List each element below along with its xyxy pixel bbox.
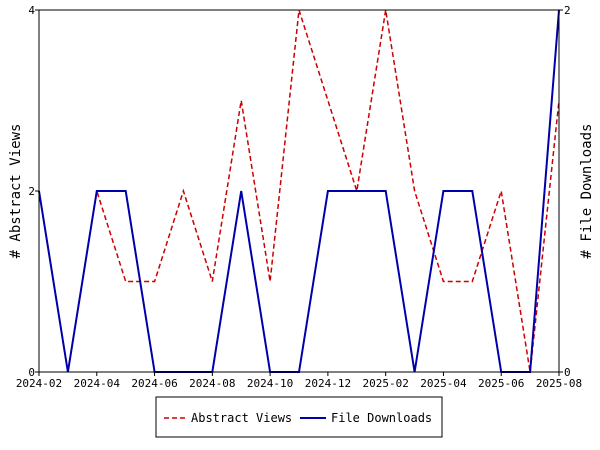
x-tick-label: 2025-04 <box>420 377 467 390</box>
legend-label-abstract-views: Abstract Views <box>191 411 292 425</box>
y-left-tick-label: 4 <box>28 4 35 17</box>
tick-layer: 0 2 4 0 2 2024-02 2024-04 2024-06 2024-08 2024-10… <box>16 4 582 390</box>
x-tick-label: 2024-04 <box>74 377 121 390</box>
x-tick-label: 2024-12 <box>305 377 351 390</box>
x-tick-label: 2024-06 <box>131 377 177 390</box>
x-tick-label: 2025-08 <box>536 377 582 390</box>
y-right-tick-label: 0 <box>564 366 571 379</box>
x-tick-label: 2024-08 <box>189 377 235 390</box>
x-tick-label: 2025-02 <box>362 377 408 390</box>
y-right-tick-label: 2 <box>564 4 571 17</box>
series-line-abstract-views <box>38 9 560 373</box>
legend-label-file-downloads: File Downloads <box>331 411 432 425</box>
x-tick-label: 2025-06 <box>478 377 524 390</box>
y-axis-left-label: # Abstract Views <box>8 124 24 259</box>
legend: Abstract Views File Downloads <box>155 396 443 438</box>
x-tick-label: 2024-02 <box>16 377 62 390</box>
x-tick-label: 2024-10 <box>247 377 293 390</box>
legend-box <box>155 396 443 438</box>
y-left-tick-label: 2 <box>28 185 35 198</box>
y-left-tick-label: 0 <box>28 366 35 379</box>
y-axis-right-label: # File Downloads <box>579 124 595 259</box>
